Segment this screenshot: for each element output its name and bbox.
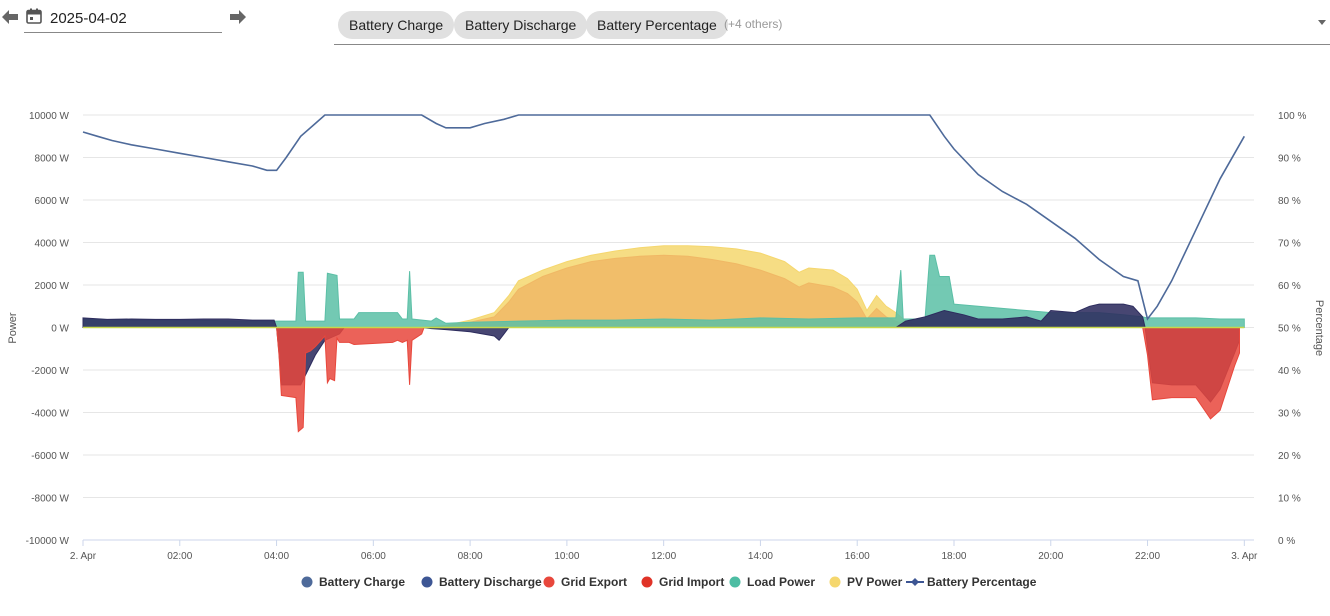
y2-tick-label: 70 %: [1278, 239, 1301, 250]
y2-axis-title: Percentage: [1313, 300, 1325, 356]
legend-load-power-marker: [729, 576, 741, 588]
series-select[interactable]: Battery Charge Battery Discharge Battery…: [334, 8, 1330, 45]
calendar-icon[interactable]: [26, 8, 42, 24]
legend-battery-discharge-label: Battery Discharge: [439, 575, 542, 589]
x-tick-label: 16:00: [845, 551, 870, 562]
prev-day-button[interactable]: [2, 10, 18, 28]
legend-battery-percentage-diamond: [911, 578, 919, 586]
legend-battery-charge-marker: [301, 576, 313, 588]
x-tick-label: 12:00: [651, 551, 676, 562]
legend-battery-charge-label: Battery Charge: [319, 575, 405, 589]
toolbar: 2025-04-02 Battery Charge Battery Discha…: [0, 0, 1330, 48]
y2-tick-label: 20 %: [1278, 451, 1301, 462]
series-battery-percentage-line: [82, 114, 1245, 321]
x-tick-label: 2. Apr: [70, 551, 97, 562]
y-tick-label: -10000 W: [26, 536, 70, 547]
y-axis-title: Power: [7, 312, 19, 344]
legend-load-power-label: Load Power: [747, 575, 815, 589]
legend-grid-import-label: Grid Import: [659, 575, 724, 589]
chart-lines: [82, 114, 1245, 329]
date-value: 2025-04-02: [50, 10, 127, 27]
chart-legend: Battery Charge Battery Discharge Grid Expo…: [301, 575, 1037, 589]
x-tick-label: 10:00: [554, 551, 579, 562]
others-count: (+4 others): [724, 17, 783, 31]
legend-grid-import-marker: [641, 576, 653, 588]
y-tick-label: -6000 W: [31, 451, 69, 462]
x-tick-label: 04:00: [264, 551, 289, 562]
y-tick-label: -8000 W: [31, 494, 69, 505]
x-tick-label: 08:00: [458, 551, 483, 562]
chart-areas: [82, 245, 1245, 433]
y2-tick-label: 10 %: [1278, 494, 1301, 505]
y2-tick-label: 50 %: [1278, 324, 1301, 335]
y2-tick-label: 100 %: [1278, 111, 1306, 122]
y-tick-label: -4000 W: [31, 409, 69, 420]
y-tick-label: 8000 W: [35, 154, 70, 165]
x-tick-label: 06:00: [361, 551, 386, 562]
legend-grid-export-marker: [543, 576, 555, 588]
y-tick-label: 4000 W: [35, 239, 70, 250]
y-tick-label: 10000 W: [29, 111, 70, 122]
legend-pv-power-marker: [829, 576, 841, 588]
date-input[interactable]: 2025-04-02: [24, 6, 222, 33]
y-tick-label: -2000 W: [31, 366, 69, 377]
y-tick-label: 2000 W: [35, 281, 70, 292]
y-tick-label: 0 W: [51, 324, 69, 335]
chart-axes: 10000 W 100 % 8000 W 90 % 6000 W 80 % 4000 W 70…: [26, 111, 1307, 562]
y2-tick-label: 90 %: [1278, 154, 1301, 165]
series-grid-import-area: [276, 327, 1240, 433]
chevron-down-icon[interactable]: [1318, 20, 1326, 25]
x-tick-label: 18:00: [941, 551, 966, 562]
y-tick-label: 6000 W: [35, 196, 70, 207]
legend-pv-power-label: PV Power: [847, 575, 903, 589]
chip-battery-discharge[interactable]: Battery Discharge: [454, 11, 588, 39]
y2-tick-label: 30 %: [1278, 409, 1301, 420]
y2-tick-label: 40 %: [1278, 366, 1301, 377]
x-tick-label: 14:00: [748, 551, 773, 562]
x-tick-label: 20:00: [1038, 551, 1063, 562]
chip-battery-charge[interactable]: Battery Charge: [338, 11, 455, 39]
legend-battery-percentage-label: Battery Percentage: [927, 575, 1037, 589]
x-tick-label: 02:00: [167, 551, 192, 562]
y2-tick-label: 60 %: [1278, 281, 1301, 292]
chip-battery-percentage[interactable]: Battery Percentage: [586, 11, 728, 39]
next-day-button[interactable]: [230, 10, 246, 28]
x-tick-label: 22:00: [1135, 551, 1160, 562]
series-battery-charge-area: [421, 254, 921, 328]
legend-battery-discharge-marker: [421, 576, 433, 588]
arrow-right-icon: [230, 10, 246, 24]
legend-grid-export-label: Grid Export: [561, 575, 627, 589]
x-tick-label: 3. Apr: [1231, 551, 1258, 562]
arrow-left-icon: [2, 10, 18, 24]
y2-tick-label: 80 %: [1278, 196, 1301, 207]
y2-tick-label: 0 %: [1278, 536, 1295, 547]
